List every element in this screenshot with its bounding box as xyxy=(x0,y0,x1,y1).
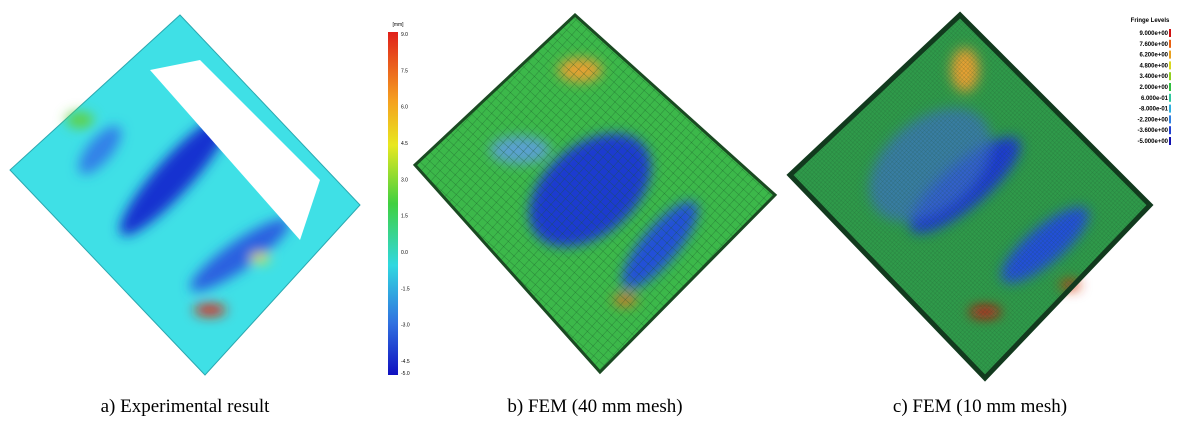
caption: b) FEM (40 mm mesh) xyxy=(507,396,682,417)
colorbar xyxy=(388,32,398,375)
colorbar-label: -1.5 xyxy=(401,286,410,292)
colorbar-label: -3.0 xyxy=(401,323,410,329)
legend-label: -8.000e-01 xyxy=(1139,107,1169,113)
legend-label: 7.600e+00 xyxy=(1139,42,1168,48)
colorbar-label: 3.0 xyxy=(401,177,408,183)
legend-title: Fringe Levels xyxy=(1131,18,1170,24)
legend-label: 6.000e-01 xyxy=(1141,96,1169,102)
colorbar-label: 1.5 xyxy=(401,214,408,220)
legend-label: 6.200e+00 xyxy=(1139,53,1168,59)
legend-label: 3.400e+00 xyxy=(1139,74,1168,80)
legend-label: -2.200e+00 xyxy=(1137,117,1168,123)
experimental-plate xyxy=(10,15,360,375)
figure: [mm] 9.0 7.5 6.0 4.5 3.0 1.5 0.0 -1.5 -3.0 -4.5 -5… xyxy=(0,0,1177,425)
caption: a) Experimental result xyxy=(101,396,271,417)
colorbar-label: 7.5 xyxy=(401,68,408,74)
legend-label: -3.600e+00 xyxy=(1137,128,1168,134)
colorbar-unit: [mm] xyxy=(392,22,404,28)
colorbar-label: 6.0 xyxy=(401,105,408,111)
fem-40-plate xyxy=(415,15,775,372)
colorbar-label: 4.5 xyxy=(401,141,408,147)
legend-label: -5.000e+00 xyxy=(1137,139,1168,145)
colorbar-label: 0.0 xyxy=(401,250,408,256)
caption: c) FEM (10 mm mesh) xyxy=(893,396,1067,417)
colorbar-label: 9.0 xyxy=(401,32,408,38)
legend-label: 9.000e+00 xyxy=(1139,31,1168,37)
legend-label: 2.000e+00 xyxy=(1139,85,1168,91)
colorbar-label: -4.5 xyxy=(401,359,410,365)
fem-10-plate xyxy=(790,15,1150,378)
colorbar-label: -5.0 xyxy=(401,371,410,377)
legend-label: 4.800e+00 xyxy=(1139,63,1168,69)
